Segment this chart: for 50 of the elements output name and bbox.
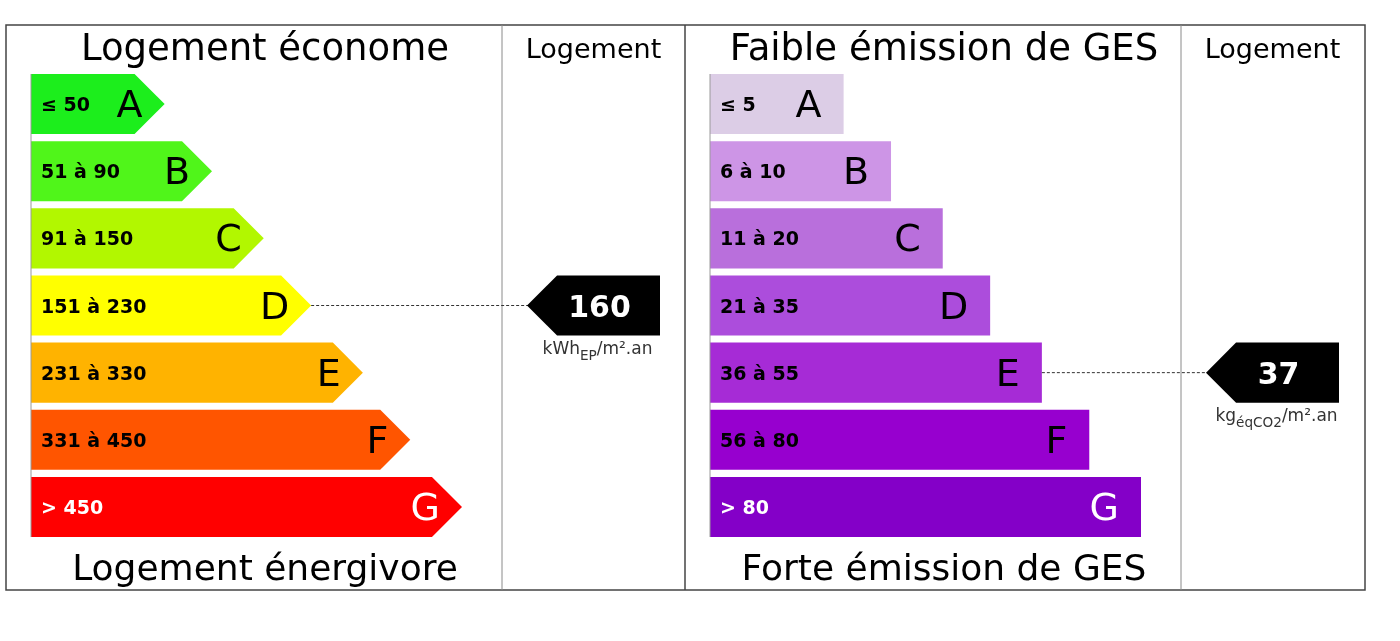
annotation: 160 (568, 288, 631, 323)
bar (710, 275, 991, 336)
y-tick-label: 36 à 55 (720, 361, 799, 384)
annotation: E (316, 350, 341, 395)
annotation: B (163, 149, 191, 194)
y-tick-label: ≤ 50 (41, 93, 90, 116)
chart-title: Logement économe (80, 26, 450, 69)
annotation: G (410, 484, 440, 529)
y-tick-label: > 450 (41, 495, 104, 518)
y-tick-label: 11 à 20 (720, 227, 799, 250)
annotation: G (1089, 484, 1119, 529)
text: kWh$_{EP}$/m².an (542, 337, 653, 363)
y-tick-label: ≤ 5 (720, 93, 756, 116)
bar (31, 342, 363, 403)
y-tick-label: 6 à 10 (720, 160, 786, 183)
bar (710, 476, 1141, 537)
bar (710, 208, 943, 269)
annotation: A (116, 82, 143, 127)
chart-title: Faible émission de GES (729, 26, 1159, 69)
annotation: C (215, 216, 242, 261)
annotation: A (795, 82, 822, 127)
annotation: F (366, 417, 389, 462)
bar (31, 275, 312, 336)
text: kg$_{éqCO2}$/m².an (1215, 404, 1338, 430)
bar (31, 208, 264, 269)
y-tick-label: > 80 (720, 495, 769, 518)
x-axis-title: Logement énergivore (72, 547, 458, 588)
bar (31, 476, 462, 537)
bar (710, 342, 1042, 403)
bar (710, 409, 1090, 470)
annotation: F (1045, 417, 1068, 462)
bar (710, 141, 892, 202)
y-tick-label: 91 à 150 (41, 227, 134, 250)
annotation: B (842, 149, 870, 194)
annotation: D (938, 283, 969, 328)
bar (31, 409, 411, 470)
annotation: C (894, 216, 921, 261)
annotation: E (995, 350, 1020, 395)
text: Logement (1204, 33, 1341, 64)
y-tick-label: 231 à 330 (41, 361, 147, 384)
text: Logement (525, 33, 662, 64)
y-tick-label: 56 à 80 (720, 428, 799, 451)
y-tick-label: 331 à 450 (41, 428, 147, 451)
x-axis-title: Forte émission de GES (741, 547, 1147, 588)
annotation: 37 (1257, 355, 1300, 391)
y-tick-label: 21 à 35 (720, 294, 799, 317)
bar (710, 74, 844, 135)
annotation: D (259, 283, 290, 328)
y-tick-label: 51 à 90 (41, 160, 120, 183)
y-tick-label: 151 à 230 (41, 294, 147, 317)
